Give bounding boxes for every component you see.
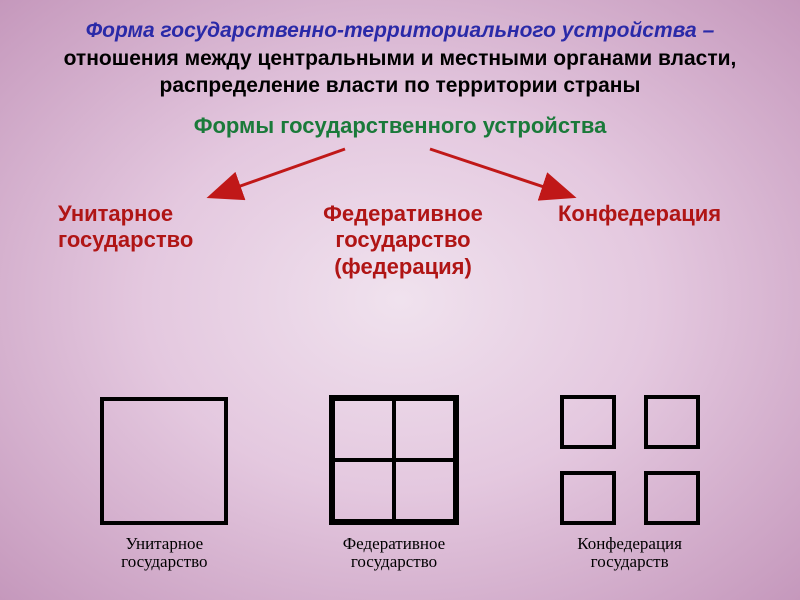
subtitle: Формы государственного устройства	[30, 113, 770, 139]
arrow-left	[215, 149, 345, 195]
arrow-svg	[0, 147, 800, 201]
diagram-unitary: Унитарноегосударство	[100, 397, 228, 572]
caption-confederation: Конфедерациягосударств	[577, 535, 682, 572]
category-columns: Унитарное государство Федеративное госуд…	[30, 201, 770, 280]
title-term: Форма государственно-территориального ус…	[30, 18, 770, 44]
col-unitary: Унитарное государство	[58, 201, 258, 280]
diagram-federal: Федеративноегосударство	[329, 395, 459, 572]
title-definition: отношения между центральными и местными …	[30, 46, 770, 99]
col-federal: Федеративное государство (федерация)	[288, 201, 518, 280]
shape-federal	[329, 395, 459, 525]
shape-confederation	[560, 395, 700, 525]
caption-unitary: Унитарноегосударство	[121, 535, 207, 572]
arrows	[30, 147, 770, 201]
caption-federal: Федеративноегосударство	[343, 535, 445, 572]
title-block: Форма государственно-территориального ус…	[30, 18, 770, 99]
diagrams-row: Унитарноегосударство Федеративноегосудар…	[0, 395, 800, 572]
diagram-confederation: Конфедерациягосударств	[560, 395, 700, 572]
shape-unitary	[100, 397, 228, 525]
col-confederation: Конфедерация	[548, 201, 748, 280]
arrow-right	[430, 149, 568, 195]
